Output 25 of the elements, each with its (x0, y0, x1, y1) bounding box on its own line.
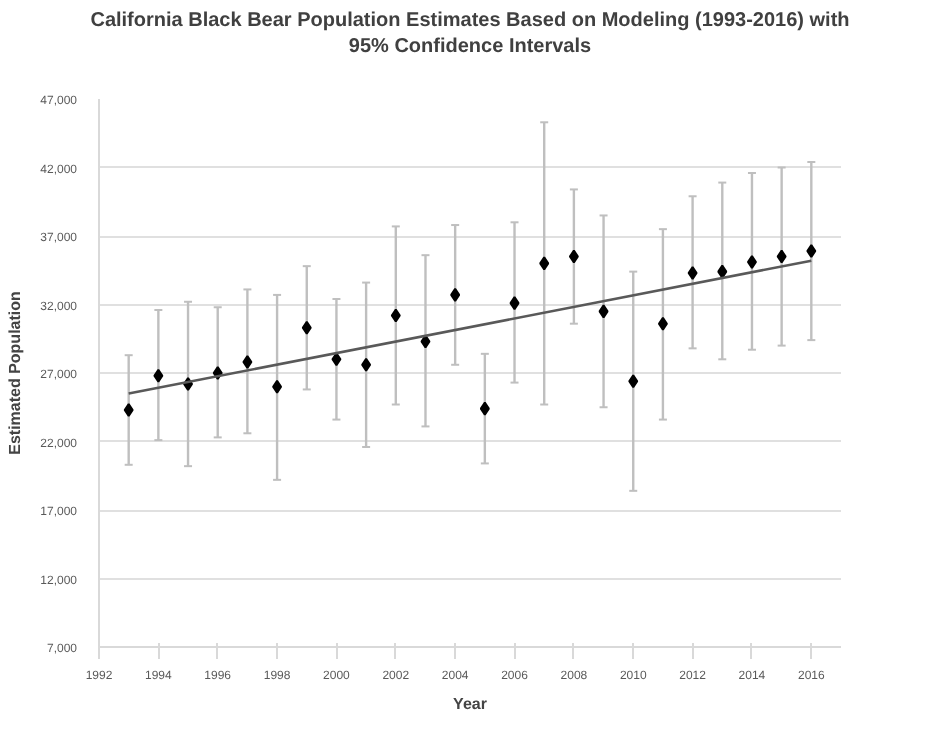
point (361, 357, 372, 372)
y-axis-title: Estimated Population (6, 290, 25, 455)
point (509, 296, 520, 311)
point (479, 401, 490, 416)
point (687, 265, 698, 280)
point (717, 264, 728, 279)
point (272, 379, 283, 394)
point (806, 244, 817, 259)
point (331, 352, 342, 367)
point (568, 249, 579, 264)
point (420, 334, 431, 349)
point (598, 304, 609, 319)
point (301, 320, 312, 335)
point (628, 374, 639, 389)
chart-title: California Black Bear Population Estimates Based on Modeling (1993-2016) with 95% Confidence Intervals (90, 8, 850, 60)
point (153, 368, 164, 383)
point (242, 355, 253, 370)
point (123, 402, 134, 417)
point (776, 249, 787, 264)
point (746, 255, 757, 270)
x-axis-title: Year (453, 695, 487, 713)
point (539, 256, 550, 271)
point (390, 308, 401, 323)
point (450, 287, 461, 302)
point (657, 316, 668, 331)
